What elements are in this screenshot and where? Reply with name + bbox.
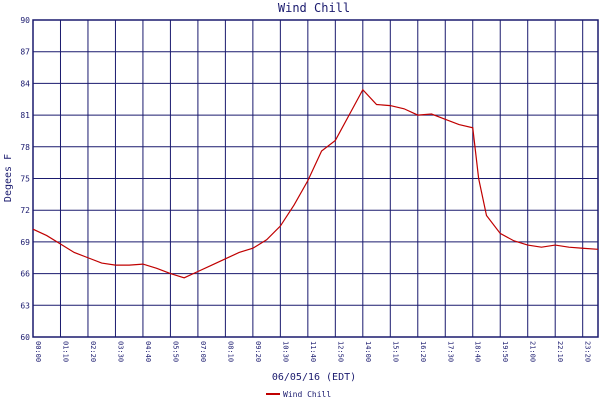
x-tick-label: 18:40	[474, 341, 482, 362]
x-tick-label: 04:40	[144, 341, 152, 362]
y-tick-label: 60	[20, 333, 30, 342]
y-tick-label: 84	[20, 79, 30, 88]
y-tick-label: 87	[20, 48, 30, 57]
x-tick-label: 12:50	[336, 341, 344, 362]
legend-label: Wind Chill	[283, 390, 331, 399]
x-tick-label: 03:30	[116, 341, 124, 362]
x-tick-label: 17:30	[446, 341, 454, 362]
y-tick-label: 81	[20, 111, 30, 120]
y-tick-label: 75	[20, 175, 30, 184]
x-tick-label: 11:40	[309, 341, 317, 362]
y-tick-label: 78	[20, 143, 30, 152]
x-tick-label: 22:10	[556, 341, 564, 362]
x-tick-label: 09:20	[254, 341, 262, 362]
y-tick-label: 63	[20, 301, 30, 310]
x-tick-label: 10:30	[281, 341, 289, 362]
x-tick-label: 00:00	[34, 341, 42, 362]
plot-border	[32, 19, 599, 338]
data-line	[32, 88, 599, 279]
x-tick-label: 02:20	[89, 341, 97, 362]
x-tick-label: 23:20	[584, 341, 592, 362]
x-tick-label: 14:00	[364, 341, 372, 362]
y-tick-label: 90	[20, 16, 30, 25]
x-tick-label: 05:50	[171, 341, 179, 362]
x-axis-label: 06/05/16 (EDT)	[272, 372, 356, 383]
x-tick-label: 15:10	[391, 341, 399, 362]
x-tick-label: 16:20	[419, 341, 427, 362]
x-tick-label: 19:50	[501, 341, 509, 362]
y-tick-label: 72	[20, 206, 30, 215]
x-tick-label: 08:10	[226, 341, 234, 362]
y-axis-label: Degees F	[3, 154, 14, 202]
x-tick-label: 01:10	[61, 341, 69, 362]
x-tick-label: 21:00	[529, 341, 537, 362]
y-tick-label: 69	[20, 238, 30, 247]
y-tick-label: 66	[20, 270, 30, 279]
chart-title: Wind Chill	[278, 1, 350, 15]
x-tick-label: 07:00	[199, 341, 207, 362]
